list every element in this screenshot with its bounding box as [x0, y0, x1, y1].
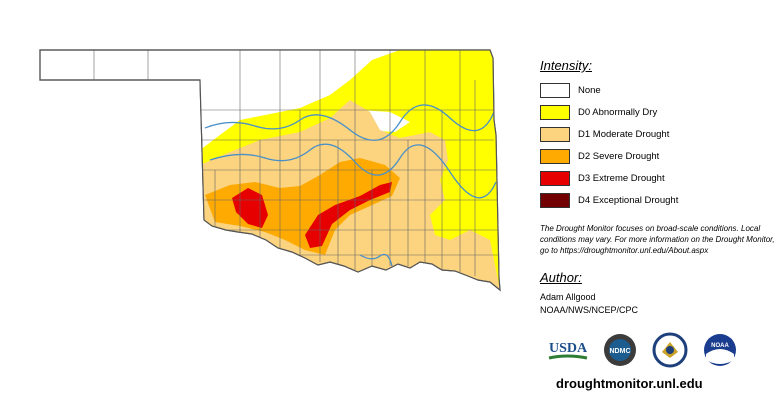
legend-label: None	[578, 84, 601, 96]
doc-seal-logo	[652, 332, 688, 368]
legend-item: D2 Severe Drought	[540, 145, 780, 167]
legend-heading: Intensity:	[540, 58, 593, 73]
usda-logo: USDA	[548, 341, 588, 360]
partner-logos: USDA NDMC NOAA	[545, 330, 781, 370]
svg-text:NOAA: NOAA	[711, 343, 729, 349]
svg-text:NDMC: NDMC	[610, 348, 631, 355]
d3-region-central	[305, 182, 392, 248]
legend-swatch	[540, 148, 570, 164]
author-name: Adam Allgood	[540, 292, 596, 302]
county-lines	[93, 50, 498, 276]
site-url: droughtmonitor.unl.edu	[556, 376, 703, 391]
legend-swatch	[540, 104, 570, 120]
author-org: NOAA/NWS/NCEP/CPC	[540, 305, 639, 315]
author-heading: Author:	[540, 270, 582, 285]
ndmc-logo: NDMC	[604, 334, 636, 366]
noaa-logo: NOAA	[704, 334, 736, 366]
legend-swatch	[540, 170, 570, 186]
legend-item: D0 Abnormally Dry	[540, 101, 780, 123]
legend-swatch	[540, 82, 570, 98]
svg-text:USDA: USDA	[549, 341, 588, 356]
rivers	[204, 104, 497, 267]
legend-swatch	[540, 126, 570, 142]
legend-swatch	[540, 192, 570, 208]
legend-label: D1 Moderate Drought	[578, 128, 670, 140]
legend-item: None	[540, 79, 780, 101]
legend-label: D0 Abnormally Dry	[578, 106, 658, 118]
legend-label: D4 Exceptional Drought	[578, 194, 679, 206]
legend: Intensity: None D0 Abnormally Dry D1 Moder…	[540, 58, 780, 317]
legend-item: D1 Moderate Drought	[540, 123, 780, 145]
legend-label: D2 Severe Drought	[578, 150, 660, 162]
legend-label: D3 Extreme Drought	[578, 172, 665, 184]
legend-item: D3 Extreme Drought	[540, 167, 780, 189]
d2-region	[205, 158, 400, 255]
legend-item: D4 Exceptional Drought	[540, 189, 780, 211]
d3-region-west	[232, 188, 268, 228]
drought-monitor-note: The Drought Monitor focuses on broad-sca…	[540, 224, 775, 255]
